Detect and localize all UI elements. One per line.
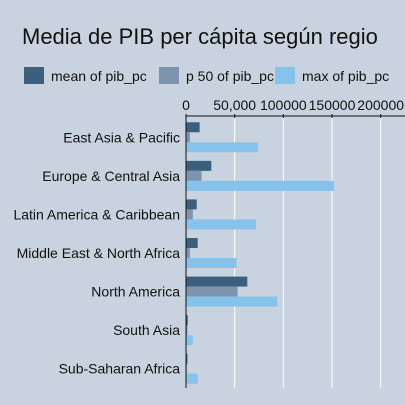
bar xyxy=(186,258,237,268)
legend-label: mean of pib_pc xyxy=(51,68,147,84)
bar xyxy=(186,325,188,336)
legend: mean of pib_pc p 50 of pib_pc max of pib_p… xyxy=(24,67,389,84)
bar xyxy=(186,122,200,133)
category-label: East Asia & Pacific xyxy=(63,129,180,145)
bar xyxy=(186,209,193,220)
bar xyxy=(186,142,259,153)
x-tick-label: 200000 xyxy=(357,97,404,113)
bar xyxy=(186,238,198,248)
bar xyxy=(186,219,257,230)
category-labels: East Asia & Pacific Europe & Central Asia… xyxy=(13,129,180,376)
category-label: Middle East & North Africa xyxy=(17,245,181,261)
legend-swatch xyxy=(24,67,44,84)
bar xyxy=(186,296,278,307)
gridlines xyxy=(234,114,382,388)
legend-swatch xyxy=(159,67,179,84)
x-tick-label: 150000 xyxy=(309,97,356,113)
category-label: North America xyxy=(91,284,180,300)
bar xyxy=(186,132,190,143)
bar xyxy=(186,199,197,210)
bars xyxy=(186,122,334,384)
bar xyxy=(186,170,202,181)
legend-swatch xyxy=(275,67,295,84)
x-axis: 0 50,000 100000 150000 200000 xyxy=(182,97,405,388)
bar xyxy=(186,335,193,346)
bar xyxy=(186,276,248,287)
bar xyxy=(186,160,212,171)
bar xyxy=(186,286,238,297)
category-label: South Asia xyxy=(113,322,180,338)
x-tick-label: 50,000 xyxy=(213,97,256,113)
bar xyxy=(186,180,334,191)
bar xyxy=(186,248,190,258)
legend-label: max of pib_pc xyxy=(302,68,389,84)
bar xyxy=(186,373,198,384)
x-tick-label: 0 xyxy=(182,97,190,113)
bar xyxy=(186,315,188,326)
legend-label: p 50 of pib_pc xyxy=(186,68,274,84)
chart-title: Media de PIB per cápita según regio xyxy=(22,24,378,49)
category-label: Europe & Central Asia xyxy=(42,168,180,184)
x-tick-label: 100000 xyxy=(260,97,307,113)
bar xyxy=(186,353,188,364)
category-label: Latin America & Caribbean xyxy=(13,206,180,222)
category-label: Sub-Saharan Africa xyxy=(59,361,181,377)
